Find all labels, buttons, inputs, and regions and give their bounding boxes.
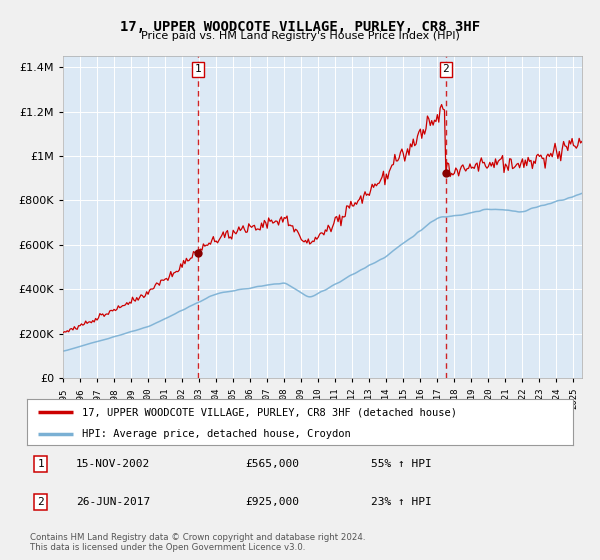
Text: 2: 2 bbox=[442, 64, 449, 74]
Text: 55% ↑ HPI: 55% ↑ HPI bbox=[371, 459, 432, 469]
Text: Contains HM Land Registry data © Crown copyright and database right 2024.: Contains HM Land Registry data © Crown c… bbox=[30, 533, 365, 542]
Text: 17, UPPER WOODCOTE VILLAGE, PURLEY, CR8 3HF: 17, UPPER WOODCOTE VILLAGE, PURLEY, CR8 … bbox=[120, 20, 480, 34]
Text: 23% ↑ HPI: 23% ↑ HPI bbox=[371, 497, 432, 507]
Text: £925,000: £925,000 bbox=[245, 497, 299, 507]
Text: 17, UPPER WOODCOTE VILLAGE, PURLEY, CR8 3HF (detached house): 17, UPPER WOODCOTE VILLAGE, PURLEY, CR8 … bbox=[82, 407, 457, 417]
Text: HPI: Average price, detached house, Croydon: HPI: Average price, detached house, Croy… bbox=[82, 429, 350, 438]
Text: £565,000: £565,000 bbox=[245, 459, 299, 469]
Text: 1: 1 bbox=[194, 64, 201, 74]
Text: Price paid vs. HM Land Registry's House Price Index (HPI): Price paid vs. HM Land Registry's House … bbox=[140, 31, 460, 41]
Text: 2: 2 bbox=[37, 497, 44, 507]
Text: 26-JUN-2017: 26-JUN-2017 bbox=[76, 497, 151, 507]
Text: 15-NOV-2002: 15-NOV-2002 bbox=[76, 459, 151, 469]
Text: This data is licensed under the Open Government Licence v3.0.: This data is licensed under the Open Gov… bbox=[30, 543, 305, 552]
Text: 1: 1 bbox=[37, 459, 44, 469]
